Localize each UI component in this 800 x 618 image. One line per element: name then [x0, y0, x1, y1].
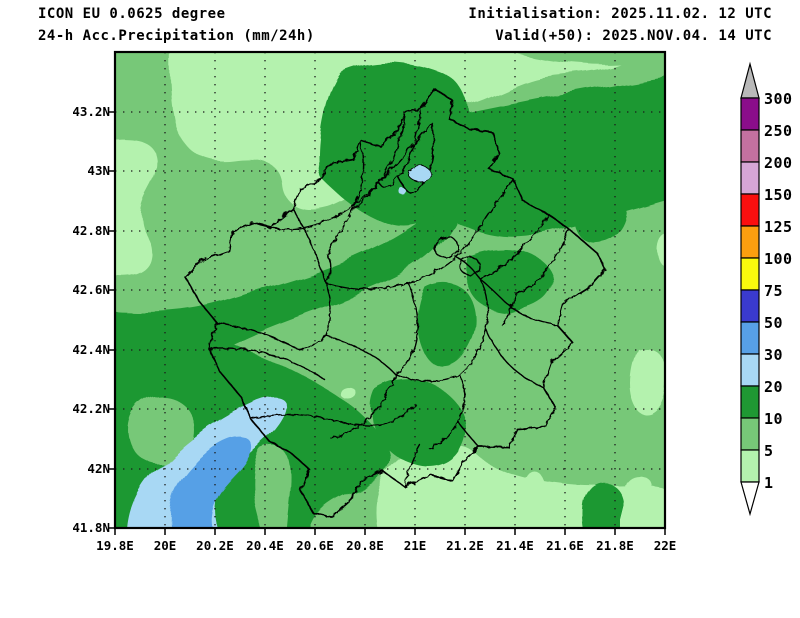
lon-tick-label: 20E [153, 538, 177, 553]
colorbar-label: 150 [764, 186, 793, 204]
init-time: Initialisation: 2025.11.02. 12 UTC [468, 6, 772, 22]
lat-tick-label: 43.2N [72, 104, 110, 119]
colorbar-label: 10 [764, 410, 784, 428]
lon-tick-label: 21.2E [446, 538, 484, 553]
lon-tick-label: 21.4E [496, 538, 534, 553]
precip-mid-hole-1 [128, 395, 194, 465]
colorbar-label: 50 [764, 314, 784, 332]
lat-tick-label: 41.8N [72, 520, 110, 535]
precip-dark-nw-blob [318, 61, 470, 227]
colorbar-segment [740, 289, 760, 323]
precip-light-spot-4 [657, 234, 665, 266]
axis-ticks [108, 111, 666, 535]
precip-dark-east-oval [572, 173, 628, 244]
municipality-borders [207, 109, 569, 487]
underflow-arrow-icon [740, 481, 760, 517]
colorbar-segment [740, 417, 760, 451]
valid-time: Valid(+50): 2025.NOV.04. 14 UTC [495, 28, 772, 44]
colorbar-segment [740, 97, 760, 131]
precip-light-spot-2 [521, 470, 545, 514]
model-title: ICON EU 0.0625 degree [38, 6, 226, 22]
lon-tick-label: 21.6E [546, 538, 584, 553]
colorbar-label: 30 [764, 346, 784, 364]
precip-light-spot-3 [339, 386, 355, 398]
lon-tick-label: 20.2E [196, 538, 234, 553]
colorbar-segment [740, 257, 760, 291]
colorbar-label: 1 [764, 474, 774, 492]
colorbar-segment [740, 129, 760, 163]
colorbar [740, 61, 760, 517]
lat-tick-label: 42N [87, 461, 110, 476]
precip-light-spot-1 [623, 474, 651, 498]
precip-dark-sweep [115, 202, 455, 362]
lon-tick-label: 20.4E [246, 538, 284, 553]
precip-dark-east-blob [464, 249, 554, 312]
colorbar-label: 250 [764, 122, 793, 140]
lat-tick-label: 42.8N [72, 223, 110, 238]
colorbar-segment [740, 161, 760, 195]
lat-tick-label: 42.2N [72, 401, 110, 416]
colorbar-label: 200 [764, 154, 793, 172]
lat-tick-label: 43N [87, 163, 110, 178]
country-border [183, 87, 605, 517]
precip-light-west [115, 139, 158, 276]
precip-dark-prizren [371, 380, 465, 467]
colorbar-label: 300 [764, 90, 793, 108]
colorbar-label: 20 [764, 378, 784, 396]
precip-light-east [629, 346, 665, 416]
left-ticks [108, 111, 115, 529]
colorbar-segment [740, 449, 760, 483]
colorbar-label: 125 [764, 218, 793, 236]
colorbar-segment [740, 321, 760, 355]
lon-tick-label: 21E [403, 538, 427, 553]
map-frame [113, 50, 667, 530]
map-plot-area [108, 50, 667, 535]
precip-dark-center [417, 282, 477, 368]
lake-dot [407, 164, 431, 182]
precip-shading [115, 52, 665, 528]
lat-tick-label: 42.6N [72, 282, 110, 297]
overflow-arrow-icon [740, 61, 760, 99]
colorbar-segment [740, 193, 760, 227]
lon-tick-label: 20.6E [296, 538, 334, 553]
colorbar-label: 75 [764, 282, 784, 300]
bottom-ticks [114, 528, 666, 535]
lake-speck [397, 187, 405, 193]
lon-tick-label: 22E [653, 538, 677, 553]
lon-tick-label: 19.8E [96, 538, 134, 553]
lon-tick-label: 21.8E [596, 538, 634, 553]
precip-mid-hole-2 [252, 446, 290, 528]
colorbar-segment [740, 225, 760, 259]
borders-layer [183, 87, 605, 517]
colorbar-segment [740, 385, 760, 419]
colorbar-segment [740, 353, 760, 387]
product-title: 24-h Acc.Precipitation (mm/24h) [38, 28, 315, 44]
colorbar-label: 5 [764, 442, 774, 460]
precip-blue-mid-core [168, 436, 253, 528]
lon-tick-label: 20.8E [346, 538, 384, 553]
precip-dark-south-blob [583, 482, 623, 528]
colorbar-label: 100 [764, 250, 793, 268]
lat-tick-label: 42.4N [72, 342, 110, 357]
